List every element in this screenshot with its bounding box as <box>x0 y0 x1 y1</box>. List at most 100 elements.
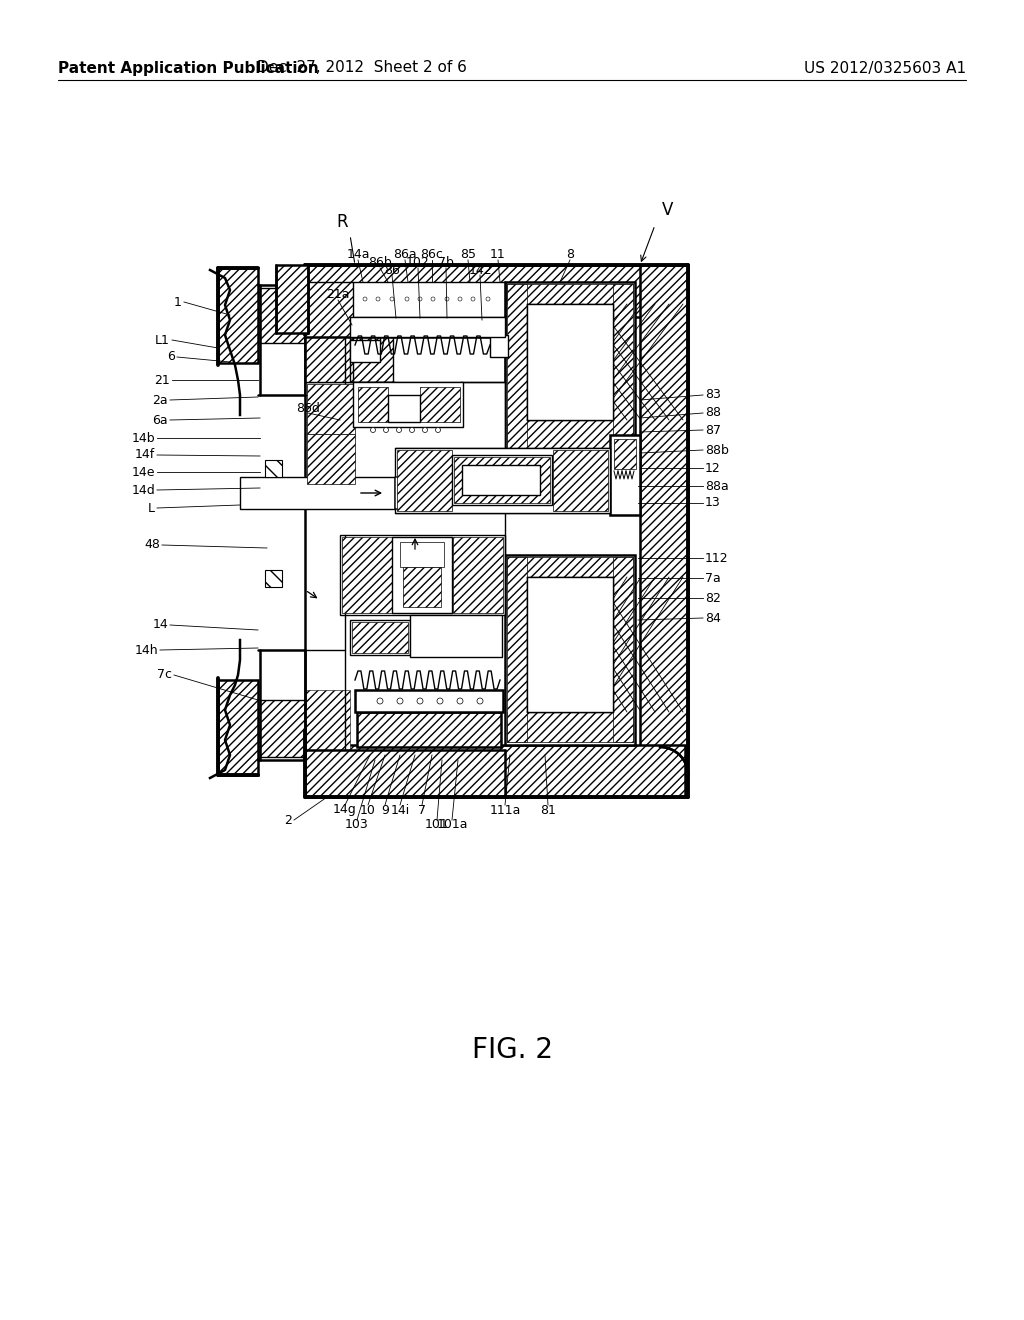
Circle shape <box>406 297 409 301</box>
Bar <box>388 395 420 422</box>
Circle shape <box>486 297 490 301</box>
Bar <box>614 440 636 469</box>
Text: 101a: 101a <box>436 818 468 832</box>
Bar <box>350 317 380 342</box>
Bar <box>355 690 503 711</box>
Circle shape <box>471 297 475 301</box>
Text: 14b: 14b <box>131 432 155 445</box>
Bar <box>507 420 633 450</box>
Text: L1: L1 <box>155 334 170 346</box>
Text: 88a: 88a <box>705 479 729 492</box>
Text: 21a: 21a <box>327 289 350 301</box>
Bar <box>420 387 460 422</box>
Bar <box>350 620 410 655</box>
Bar <box>505 554 635 744</box>
Text: 10: 10 <box>360 804 376 817</box>
Bar <box>307 434 355 484</box>
Bar <box>507 557 527 742</box>
Circle shape <box>371 428 376 433</box>
Text: 112: 112 <box>705 552 729 565</box>
Text: 111a: 111a <box>489 804 520 817</box>
Text: 83: 83 <box>705 388 721 401</box>
Text: 88b: 88b <box>705 444 729 457</box>
Bar <box>403 568 441 607</box>
Bar <box>527 304 613 420</box>
Bar <box>265 459 282 477</box>
Text: 86a: 86a <box>393 248 417 261</box>
Text: 13: 13 <box>705 496 721 510</box>
Bar <box>507 557 633 577</box>
Circle shape <box>384 428 388 433</box>
Text: 2a: 2a <box>153 393 168 407</box>
Bar <box>240 477 395 510</box>
Text: 103: 103 <box>345 818 369 832</box>
Bar <box>352 622 408 653</box>
Bar <box>242 479 300 507</box>
Text: 7c: 7c <box>157 668 172 681</box>
Text: 81: 81 <box>540 804 556 817</box>
Text: 11: 11 <box>490 248 506 261</box>
Bar <box>610 436 640 515</box>
Bar <box>260 700 305 756</box>
Circle shape <box>445 297 449 301</box>
Bar <box>462 465 540 495</box>
Bar <box>527 577 613 711</box>
Text: Patent Application Publication: Patent Application Publication <box>58 61 318 75</box>
Bar <box>276 265 308 333</box>
Bar <box>305 317 350 355</box>
Bar <box>507 284 633 304</box>
Bar <box>342 537 392 612</box>
Circle shape <box>410 428 415 433</box>
Text: 86b: 86b <box>368 256 392 269</box>
Circle shape <box>390 297 394 301</box>
Bar <box>454 457 550 503</box>
Text: 88: 88 <box>705 407 721 420</box>
Text: 14e: 14e <box>131 466 155 479</box>
Bar <box>353 381 463 426</box>
Bar <box>340 535 505 615</box>
Text: US 2012/0325603 A1: US 2012/0325603 A1 <box>804 61 966 75</box>
Text: 9: 9 <box>381 804 389 817</box>
Bar <box>507 711 633 742</box>
Bar <box>397 450 452 511</box>
Circle shape <box>377 698 383 704</box>
Circle shape <box>417 698 423 704</box>
Bar <box>640 265 688 755</box>
Bar <box>305 337 350 395</box>
Bar <box>553 450 608 511</box>
Circle shape <box>457 698 463 704</box>
Bar <box>265 570 282 587</box>
Text: 14h: 14h <box>134 644 158 656</box>
Text: FIG. 2: FIG. 2 <box>471 1036 553 1064</box>
Bar <box>218 680 258 775</box>
Text: 86c: 86c <box>421 248 443 261</box>
Text: 6: 6 <box>167 351 175 363</box>
Bar <box>392 537 452 612</box>
Text: 7a: 7a <box>705 572 721 585</box>
Bar <box>357 711 501 747</box>
Text: 85: 85 <box>460 248 476 261</box>
Text: 142: 142 <box>468 264 492 276</box>
Circle shape <box>418 297 422 301</box>
Circle shape <box>458 297 462 301</box>
Bar <box>452 455 552 506</box>
Text: 2: 2 <box>284 813 292 826</box>
Bar <box>305 690 350 750</box>
Circle shape <box>423 428 427 433</box>
Bar <box>410 615 502 657</box>
Bar <box>305 317 393 381</box>
Text: 48: 48 <box>144 539 160 552</box>
Bar <box>350 282 505 317</box>
Circle shape <box>397 698 403 704</box>
Text: 14i: 14i <box>390 804 410 817</box>
Text: 6a: 6a <box>153 413 168 426</box>
Bar <box>400 543 444 568</box>
Text: 87: 87 <box>705 424 721 437</box>
Circle shape <box>362 297 367 301</box>
Text: 1: 1 <box>174 296 182 309</box>
Text: 101: 101 <box>425 818 449 832</box>
Circle shape <box>477 698 483 704</box>
Text: 7b: 7b <box>438 256 454 269</box>
Text: 12: 12 <box>705 462 721 474</box>
Text: 14: 14 <box>153 619 168 631</box>
